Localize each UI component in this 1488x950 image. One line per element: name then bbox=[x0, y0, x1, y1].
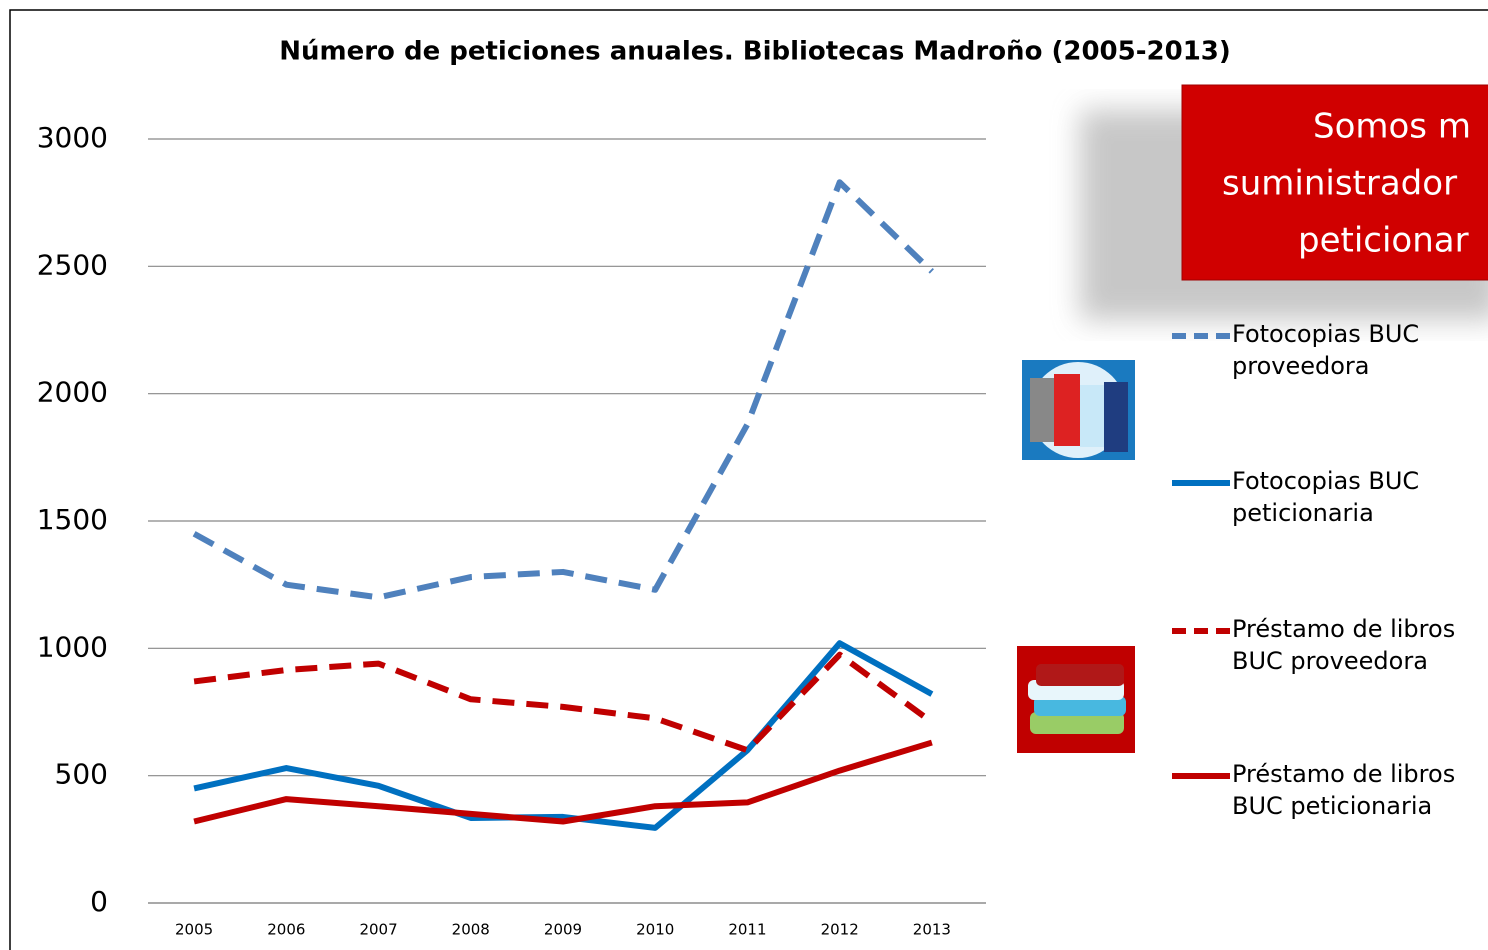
callout-box bbox=[1181, 84, 1488, 281]
legend-label: Fotocopias BUC peticionaria bbox=[1232, 467, 1420, 527]
callout-text: peticionar bbox=[1298, 221, 1469, 261]
y-tick-label: 1000 bbox=[37, 630, 108, 663]
y-tick-label: 3000 bbox=[37, 121, 108, 154]
x-tick-label: 2009 bbox=[544, 921, 582, 939]
line-series bbox=[192, 179, 934, 601]
books-icon bbox=[1017, 646, 1135, 753]
legend-label: Préstamo de libros BUC proveedora bbox=[1232, 615, 1456, 675]
line-series bbox=[193, 640, 934, 831]
callout-text: suministrador bbox=[1222, 164, 1457, 204]
line-series bbox=[193, 739, 933, 825]
x-tick-label: 2006 bbox=[267, 921, 305, 939]
y-tick-label: 1500 bbox=[37, 503, 108, 536]
legend-label: Préstamo de libros BUC peticionaria bbox=[1232, 760, 1456, 820]
legend-label: Fotocopias BUC proveedora bbox=[1232, 320, 1420, 380]
y-tick-label: 2000 bbox=[37, 376, 108, 409]
x-tick-label: 2007 bbox=[359, 921, 397, 939]
callout-text: Somos m bbox=[1313, 107, 1471, 147]
x-tick-label: 2008 bbox=[452, 921, 490, 939]
x-tick-label: 2012 bbox=[821, 921, 859, 939]
y-tick-label: 0 bbox=[90, 885, 108, 918]
y-tick-label: 2500 bbox=[37, 248, 108, 281]
x-tick-label: 2011 bbox=[728, 921, 766, 939]
line-series bbox=[193, 651, 934, 754]
x-tick-label: 2013 bbox=[913, 921, 951, 939]
chart-title: Número de peticiones anuales. Biblioteca… bbox=[279, 37, 1231, 67]
x-tick-label: 2005 bbox=[175, 921, 213, 939]
x-tick-label: 2010 bbox=[636, 921, 674, 939]
y-tick-label: 500 bbox=[55, 758, 108, 791]
binders-icon bbox=[1022, 360, 1135, 460]
